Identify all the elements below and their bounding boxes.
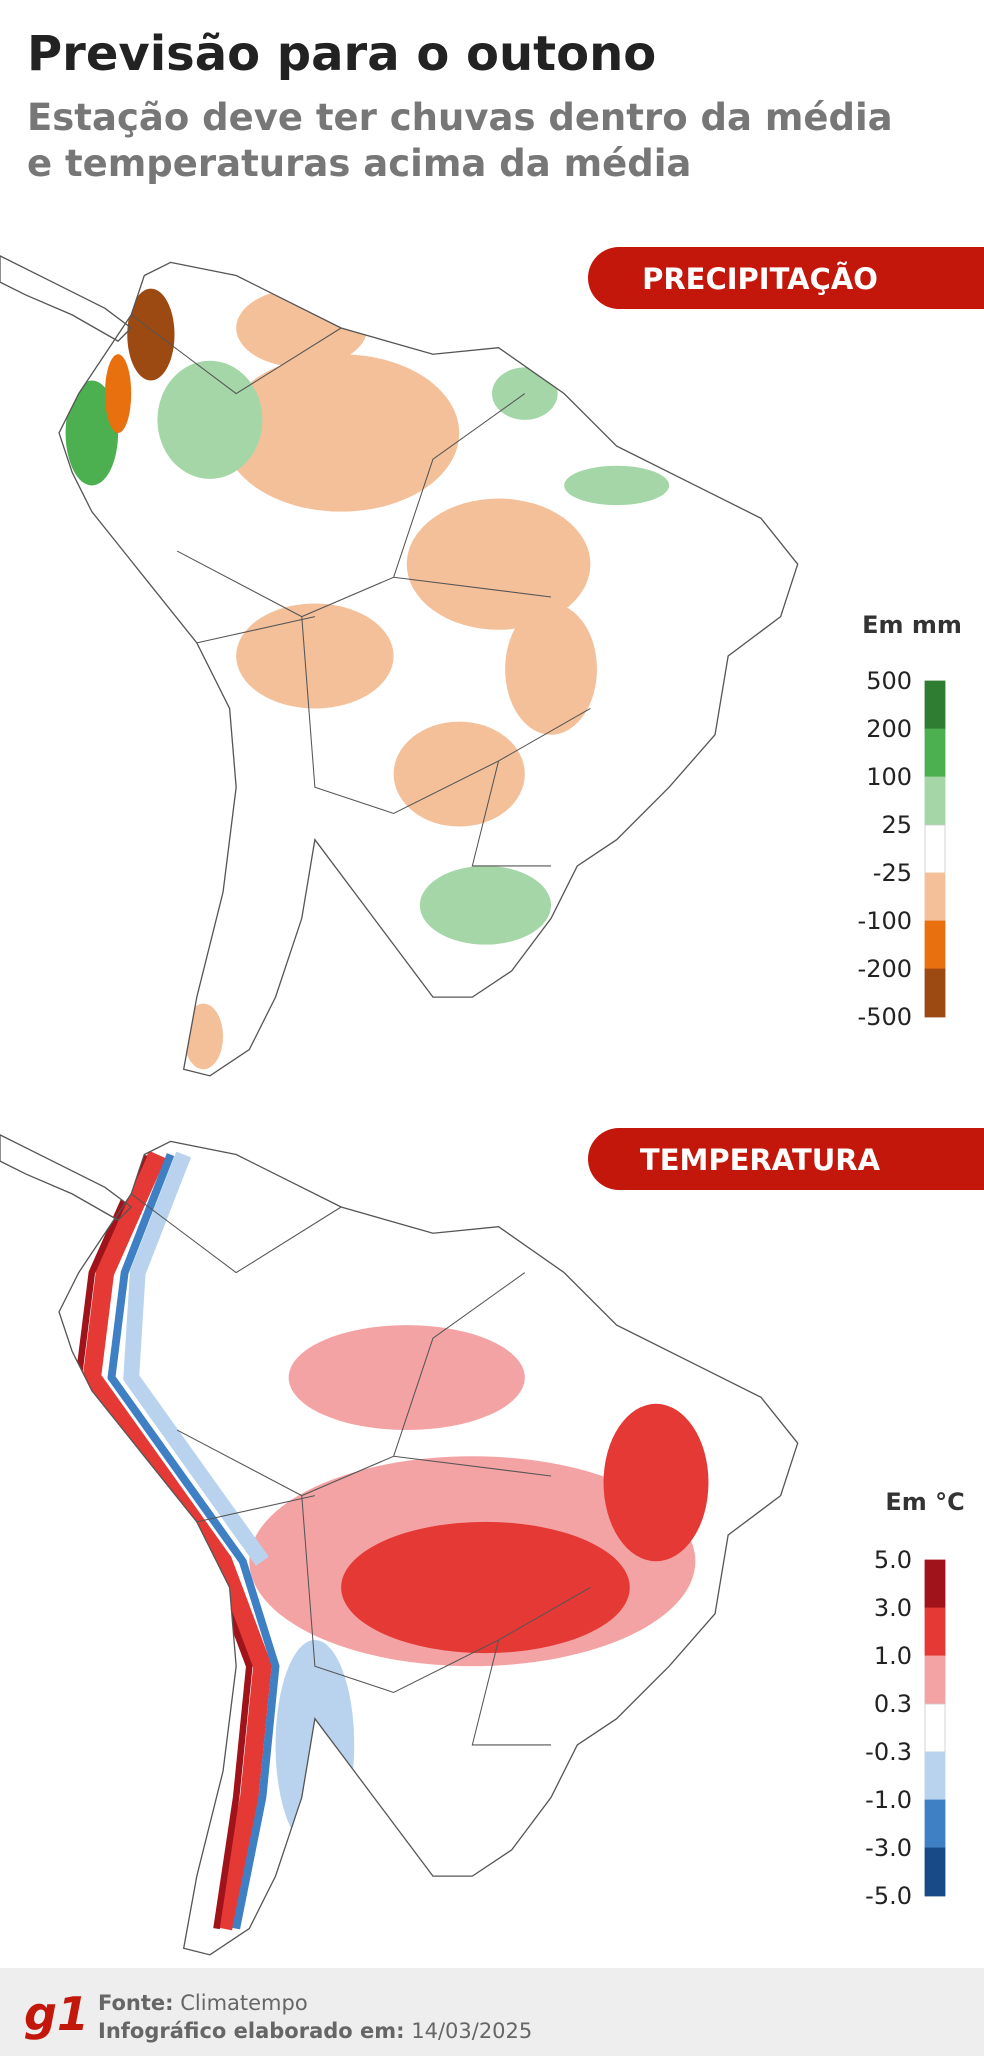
legend-tick: 25 — [881, 811, 912, 839]
legend-tick: 5.0 — [874, 1546, 912, 1574]
legend-swatch — [924, 920, 946, 970]
legend-tick: -0.3 — [865, 1738, 912, 1766]
precipitation-map — [0, 255, 799, 1077]
legend-swatch — [924, 728, 946, 778]
subtitle: Estação deve ter chuvas dentro da média — [27, 96, 893, 139]
source-label: Fonte: — [98, 1991, 174, 2015]
legend-swatch — [924, 1703, 946, 1753]
legend-swatch — [924, 680, 946, 730]
date: Infográfico elaborado em: 14/03/2025 — [98, 2019, 532, 2043]
section-label: PRECIPITAÇÃO — [642, 262, 878, 296]
source: Fonte: Climatempo — [98, 1991, 308, 2015]
temperature-map — [0, 1134, 799, 1956]
legend-swatch — [924, 1559, 946, 1609]
section-pill — [588, 247, 984, 309]
legend-tick: 200 — [866, 715, 912, 743]
legend-tick: 100 — [866, 763, 912, 791]
section-pill — [588, 1128, 984, 1190]
subtitle: e temperaturas acima da média — [27, 142, 691, 185]
legend-swatch — [924, 824, 946, 874]
legend-tick: 0.3 — [874, 1690, 912, 1718]
legend-tick: -5.0 — [865, 1882, 912, 1910]
legend-tick: -200 — [858, 955, 912, 983]
legend-title: Em mm — [862, 611, 962, 639]
legend-swatch — [924, 776, 946, 826]
footer-bg — [0, 1968, 984, 2056]
legend-swatch — [924, 1751, 946, 1801]
logo: g1 — [24, 1987, 89, 2041]
legend-swatch — [924, 1655, 946, 1705]
legend-tick: -500 — [858, 1003, 912, 1031]
legend-tick: 1.0 — [874, 1642, 912, 1670]
legend-tick: 500 — [866, 667, 912, 695]
legend-tick: -100 — [858, 907, 912, 935]
legend-tick: -3.0 — [865, 1834, 912, 1862]
legend-swatch — [924, 1847, 946, 1897]
legend-swatch — [924, 1799, 946, 1849]
date-value: 14/03/2025 — [411, 2019, 532, 2043]
date-label: Infográfico elaborado em: — [98, 2019, 405, 2043]
legend-swatch — [924, 872, 946, 922]
legend-title: Em °C — [885, 1488, 964, 1516]
source-value: Climatempo — [180, 1991, 307, 2015]
legend-tick: -25 — [873, 859, 912, 887]
legend-swatch — [924, 1607, 946, 1657]
legend-swatch — [924, 968, 946, 1018]
legend-tick: -1.0 — [865, 1786, 912, 1814]
title: Previsão para o outono — [27, 26, 656, 82]
legend-tick: 3.0 — [874, 1594, 912, 1622]
section-label: TEMPERATURA — [640, 1143, 881, 1177]
